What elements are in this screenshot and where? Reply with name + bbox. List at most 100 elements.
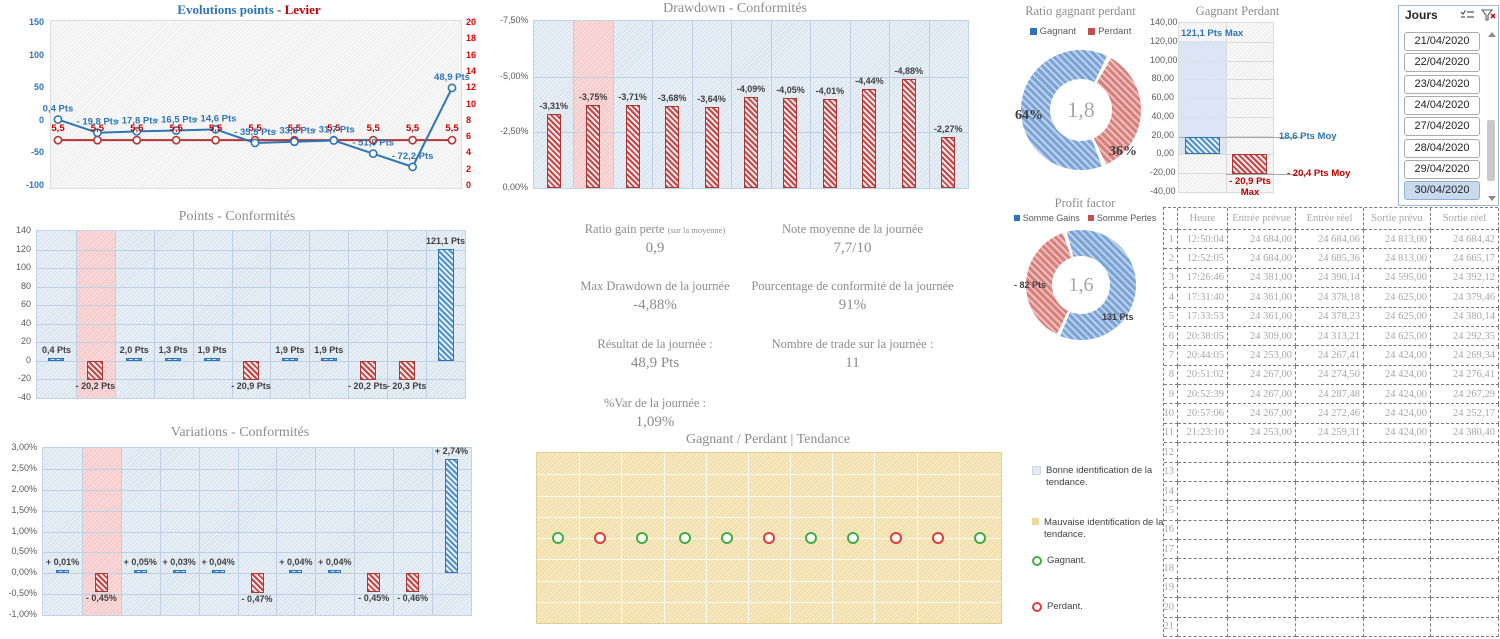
bar[interactable] [546, 114, 561, 188]
bar[interactable] [126, 357, 143, 361]
bar[interactable] [862, 89, 877, 188]
selection-controls-icon[interactable] [1460, 9, 1475, 21]
trades-table[interactable]: Heure Entrée prévue Entrée réel Sortie prév… [1163, 207, 1499, 637]
column-header: Entrée prévue [1228, 208, 1296, 230]
slicer-item-29-04-2020[interactable]: 29/04/2020 [1404, 159, 1480, 179]
trade-marker-perdant[interactable] [889, 532, 902, 544]
bar[interactable] [445, 458, 459, 574]
slicer-item-21-04-2020[interactable]: 21/04/2020 [1404, 32, 1480, 51]
scroll-up-arrow[interactable] [1488, 32, 1496, 37]
trade-marker-gagnant[interactable] [636, 532, 649, 544]
bar-data-label: - 20,2 Pts [347, 380, 388, 391]
bar[interactable] [250, 573, 264, 593]
trade-marker-gagnant[interactable] [805, 532, 818, 544]
slicer-scrollbar[interactable] [1486, 32, 1496, 201]
table-cell: 24 424,00 [1364, 365, 1431, 385]
bar-data-label: -4,05% [776, 84, 805, 95]
slicer-item-28-04-2020[interactable]: 28/04/2020 [1404, 138, 1480, 158]
trade-marker-gagnant[interactable] [847, 532, 860, 544]
bar[interactable] [328, 570, 342, 574]
max-perdant-bar[interactable] [1232, 154, 1267, 175]
chart-title-variations: Variations - Conformités [170, 425, 310, 440]
trade-marker-perdant[interactable] [931, 532, 944, 544]
bar[interactable] [398, 360, 415, 380]
table-cell: 12:50:04 [1178, 230, 1228, 250]
table-cell: 24 253,00 [1228, 423, 1296, 444]
trade-marker-perdant[interactable] [594, 532, 607, 544]
gridline-horizontal [43, 489, 471, 491]
bar[interactable] [586, 104, 601, 188]
gridline-vertical [573, 21, 575, 188]
bar[interactable] [133, 570, 147, 574]
bar[interactable] [281, 357, 298, 361]
bar[interactable] [243, 360, 259, 381]
bar[interactable] [822, 98, 837, 188]
y-axis-tick: 40 [20, 317, 31, 328]
svg-text:5,5: 5,5 [91, 123, 105, 134]
y-axis-tick: 80 [20, 280, 31, 291]
trade-marker-gagnant[interactable] [678, 532, 691, 544]
title-evolutions-points: Evolutions points [177, 2, 274, 17]
gridline-horizontal [43, 594, 471, 596]
bar[interactable] [165, 357, 182, 361]
bar-data-label: - 20,2 Pts [75, 380, 116, 391]
gridline-vertical [770, 21, 772, 188]
slicer-item-24-04-2020[interactable]: 24/04/2020 [1404, 95, 1480, 115]
ring-red-icon [1032, 602, 1042, 612]
y-axis-tick: 0,50% [11, 546, 37, 557]
bar[interactable] [941, 137, 956, 188]
svg-text:- 19,8 Pts: - 19,8 Pts [77, 117, 119, 128]
trade-marker-perdant[interactable] [763, 532, 775, 544]
trade-marker-gagnant[interactable] [720, 532, 733, 544]
bar[interactable] [359, 360, 376, 380]
scroll-thumb[interactable] [1487, 119, 1495, 181]
right-axis-tick: 16 [466, 49, 477, 60]
bar[interactable] [665, 106, 680, 188]
bar[interactable] [48, 357, 65, 361]
row-number: 15 [1164, 501, 1178, 521]
gridline-vertical [75, 231, 77, 398]
bar[interactable] [320, 357, 337, 361]
bar[interactable] [704, 106, 719, 188]
table-cell: 24 380,40 [1431, 423, 1499, 444]
bar[interactable] [94, 573, 108, 593]
max-gagnant-area[interactable] [1179, 40, 1226, 155]
bar[interactable] [901, 79, 916, 188]
moy-gagnant-bar[interactable] [1185, 136, 1220, 155]
column-header: Sortie réel [1431, 208, 1499, 230]
legend-perdant-label: Perdant [1098, 26, 1132, 37]
slicer-item-22-04-2020[interactable]: 22/04/2020 [1404, 53, 1480, 73]
clear-filter-icon[interactable] [1481, 9, 1496, 21]
left-axis-tick: 150 [28, 17, 44, 27]
bar[interactable] [744, 96, 758, 188]
bar[interactable] [625, 105, 640, 188]
bar-data-label: - 0,45% [85, 593, 117, 604]
slicer-item-30-04-2020[interactable]: 30/04/2020 [1404, 181, 1480, 201]
slicer-item-23-04-2020[interactable]: 23/04/2020 [1404, 74, 1480, 94]
svg-text:5,5: 5,5 [170, 123, 184, 134]
y-axis-tick: 120,00 [1150, 35, 1178, 46]
bar[interactable] [87, 360, 104, 380]
slicer-item-27-04-2020[interactable]: 27/04/2020 [1404, 117, 1480, 137]
bar[interactable] [437, 248, 454, 361]
bar[interactable] [406, 573, 420, 593]
table-cell: 24 390,14 [1296, 268, 1364, 289]
bar[interactable] [367, 573, 381, 593]
gridline-horizontal [537, 474, 1001, 476]
bar[interactable] [783, 97, 798, 188]
table-cell: 24 424,00 [1364, 423, 1431, 444]
profit-factor-donut[interactable]: 1,6 - 82 Pts 131 Pts [1014, 230, 1136, 340]
bar[interactable] [289, 570, 303, 574]
ratio-donut-chart[interactable]: 1,8 64% 36% [1015, 50, 1141, 170]
bar[interactable] [172, 570, 186, 574]
left-axis-tick: 0 [38, 114, 44, 125]
column-header: Heure [1178, 208, 1228, 230]
bar-data-label: -4,88% [894, 66, 924, 77]
bar[interactable] [211, 570, 225, 574]
trade-marker-gagnant[interactable] [552, 532, 565, 544]
scroll-down-arrow[interactable] [1488, 196, 1496, 201]
trade-marker-gagnant[interactable] [973, 532, 986, 544]
bar[interactable] [55, 570, 69, 574]
bar[interactable] [204, 357, 221, 361]
